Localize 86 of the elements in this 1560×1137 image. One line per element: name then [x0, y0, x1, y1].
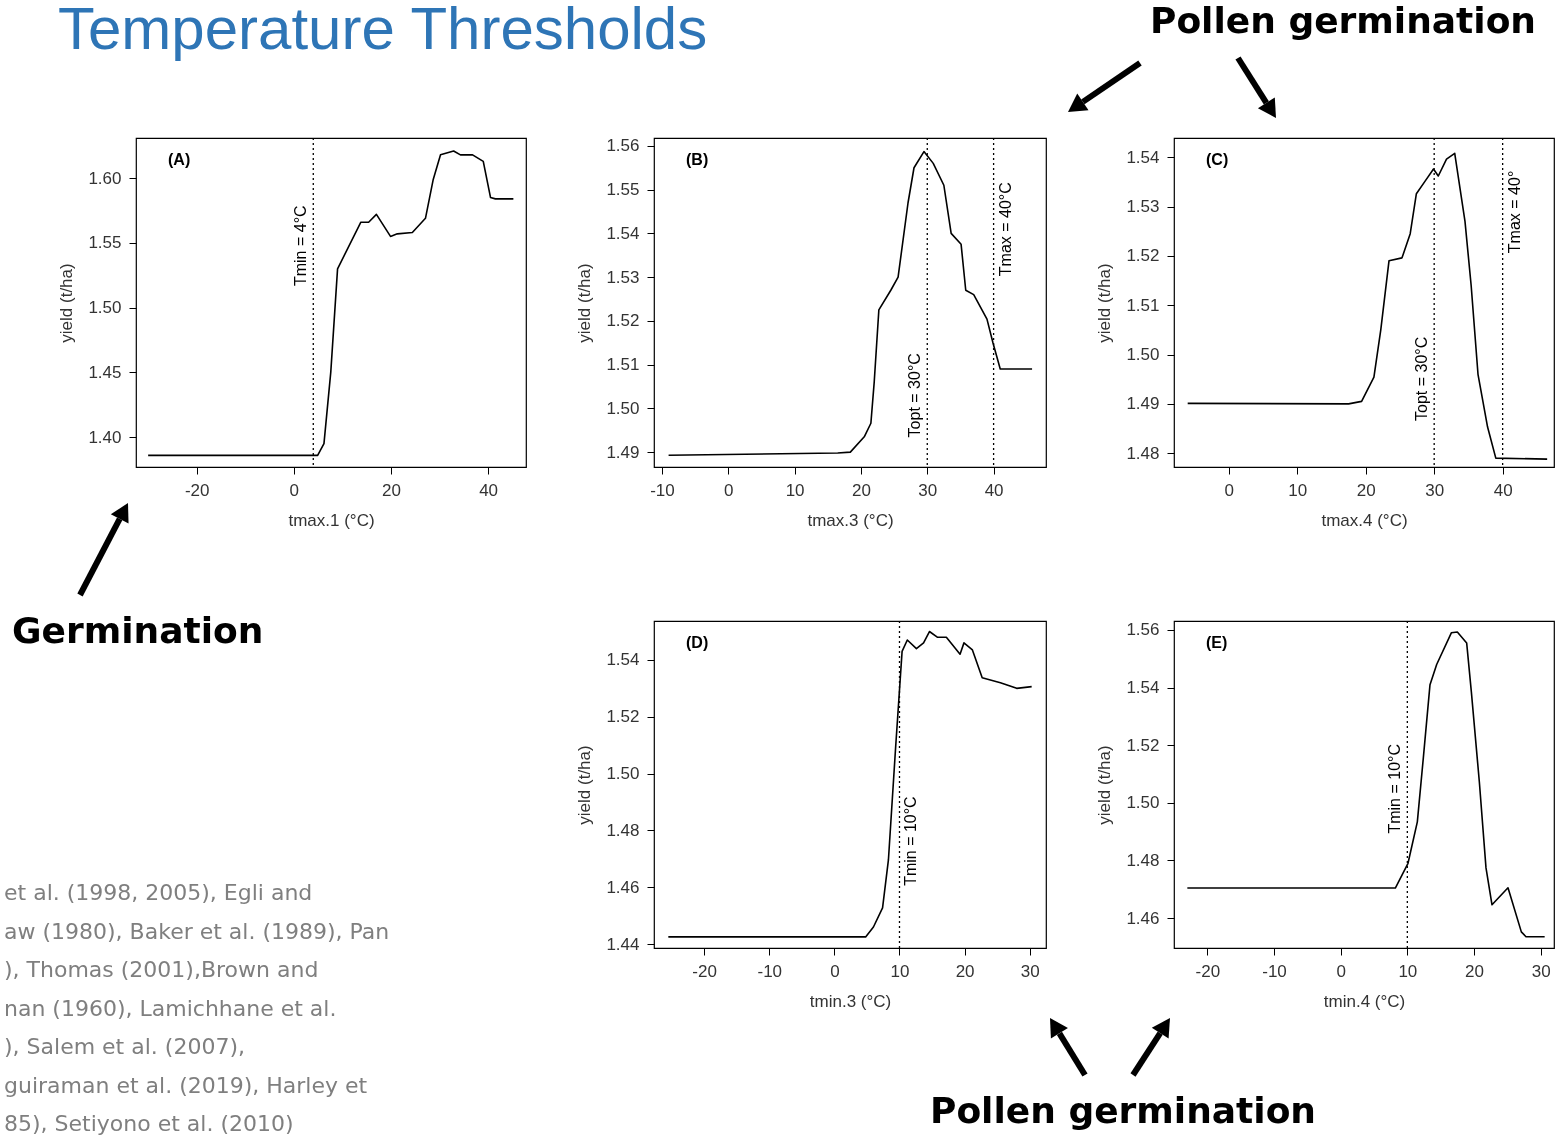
text: Germination [12, 610, 264, 651]
annotation: (A) [168, 151, 191, 168]
y-tick-label: 1.50 [1126, 345, 1160, 365]
y-tick-label: 1.54 [606, 223, 640, 243]
y-tick-label: 1.53 [606, 267, 640, 287]
ref-line-label: Tmin = 10°C [1386, 744, 1404, 834]
y-axis-title: yield (t/ha) [575, 745, 595, 825]
x-tick-label: 10 [1288, 480, 1308, 500]
y-tick-label: 1.44 [606, 934, 640, 954]
x-tick-label: 20 [382, 480, 401, 500]
text: Pollen germination [930, 1090, 1316, 1131]
y-tick-label: 1.46 [606, 877, 640, 897]
y-tick-label: 1.50 [606, 764, 640, 784]
y-tick-label: 1.51 [606, 355, 640, 375]
annotation: (B) [686, 151, 709, 168]
x-tick-label: -20 [692, 961, 717, 981]
text: et al. (1998, 2005), Egli and aw (1980), Baker et al. (1989), Pan ), Thomas (2001),Brown and nan (1960), Lamichhane et al. ), Salem et al. (2007), guiraman et al. (2019), Harley et 85), Setiyono et al. (2010) [4, 879, 390, 1137]
x-tick-label: 20 [1465, 961, 1484, 981]
x-tick-label: 30 [1531, 961, 1551, 981]
y-tick-label: 1.48 [606, 820, 640, 840]
y-tick-label: 1.45 [88, 362, 122, 382]
x-tick-label: 10 [785, 480, 805, 500]
y-tick-label: 1.48 [1126, 850, 1160, 870]
ref-line-label: Topt = 30°C [906, 353, 924, 438]
y-tick-label: 1.60 [88, 168, 122, 188]
y-tick-label: 1.52 [1126, 735, 1160, 755]
y-tick-label: 1.55 [606, 180, 640, 200]
y-axis-title: yield (t/ha) [1095, 745, 1115, 825]
y-tick-label: 1.56 [1126, 620, 1160, 640]
x-tick-label: 10 [1398, 961, 1418, 981]
x-tick-label: 30 [1020, 961, 1040, 981]
x-axis-title: tmax.1 (°C) [288, 510, 375, 530]
ref-line-label: Tmin = 4°C [292, 205, 310, 287]
x-tick-label: 40 [984, 480, 1004, 500]
y-tick-label: 1.48 [1126, 443, 1160, 463]
x-tick-label: 20 [851, 480, 871, 500]
annotation: (C) [1206, 151, 1229, 168]
y-tick-label: 1.56 [606, 136, 640, 156]
y-axis-title: yield (t/ha) [575, 263, 595, 343]
y-tick-label: 1.50 [1126, 793, 1160, 813]
ref-line-label: Tmax = 40° [1505, 170, 1523, 254]
y-tick-label: 1.52 [1126, 246, 1160, 266]
x-tick-label: 20 [955, 961, 975, 981]
x-tick-label: 0 [724, 480, 734, 500]
x-axis-title: tmax.3 (°C) [807, 510, 894, 530]
y-tick-label: 1.54 [606, 650, 640, 670]
ref-line-label: Tmin = 10°C [902, 796, 920, 886]
x-tick-label: 0 [1224, 480, 1235, 500]
annotation: (E) [1206, 634, 1228, 651]
x-tick-label: 30 [1425, 480, 1445, 500]
y-tick-label: 1.50 [606, 398, 640, 418]
x-tick-label: -20 [1195, 961, 1221, 981]
x-tick-label: -20 [184, 480, 210, 500]
ref-line-label: Topt = 30°C [1413, 336, 1431, 421]
y-axis-title: yield (t/ha) [1095, 263, 1115, 343]
chart-title: Temperature Thresholds [58, 0, 708, 63]
annotation: (D) [686, 634, 709, 651]
y-axis-title: yield (t/ha) [57, 263, 77, 343]
y-tick-label: 1.50 [88, 298, 122, 318]
y-tick-label: 1.40 [88, 427, 122, 447]
ref-line-label: Tmax = 40°C [996, 182, 1014, 277]
y-tick-label: 1.51 [1126, 295, 1160, 315]
x-tick-label: 0 [289, 480, 300, 500]
x-tick-label: 10 [890, 961, 910, 981]
x-tick-label: 0 [1336, 961, 1346, 981]
x-tick-label: -10 [1262, 961, 1287, 981]
x-tick-label: -10 [757, 961, 783, 981]
text: Pollen germination [1150, 0, 1536, 41]
y-tick-label: 1.46 [1126, 908, 1160, 928]
x-axis-title: tmin.4 (°C) [1323, 991, 1406, 1011]
x-axis-title: tmin.3 (°C) [809, 991, 892, 1011]
x-tick-label: 30 [918, 480, 938, 500]
y-tick-label: 1.55 [88, 233, 122, 253]
y-tick-label: 1.49 [606, 442, 640, 462]
x-tick-label: 0 [830, 961, 840, 981]
y-tick-label: 1.54 [1126, 147, 1160, 167]
y-tick-label: 1.52 [606, 311, 640, 331]
y-tick-label: 1.53 [1126, 197, 1160, 217]
x-axis-title: tmax.4 (°C) [1321, 510, 1408, 530]
x-tick-label: -10 [650, 480, 675, 500]
y-tick-label: 1.54 [1126, 678, 1160, 698]
x-tick-label: 20 [1356, 480, 1376, 500]
y-tick-label: 1.49 [1126, 394, 1160, 414]
y-tick-label: 1.52 [606, 707, 640, 727]
x-tick-label: 40 [1493, 480, 1513, 500]
x-tick-label: 40 [479, 480, 499, 500]
